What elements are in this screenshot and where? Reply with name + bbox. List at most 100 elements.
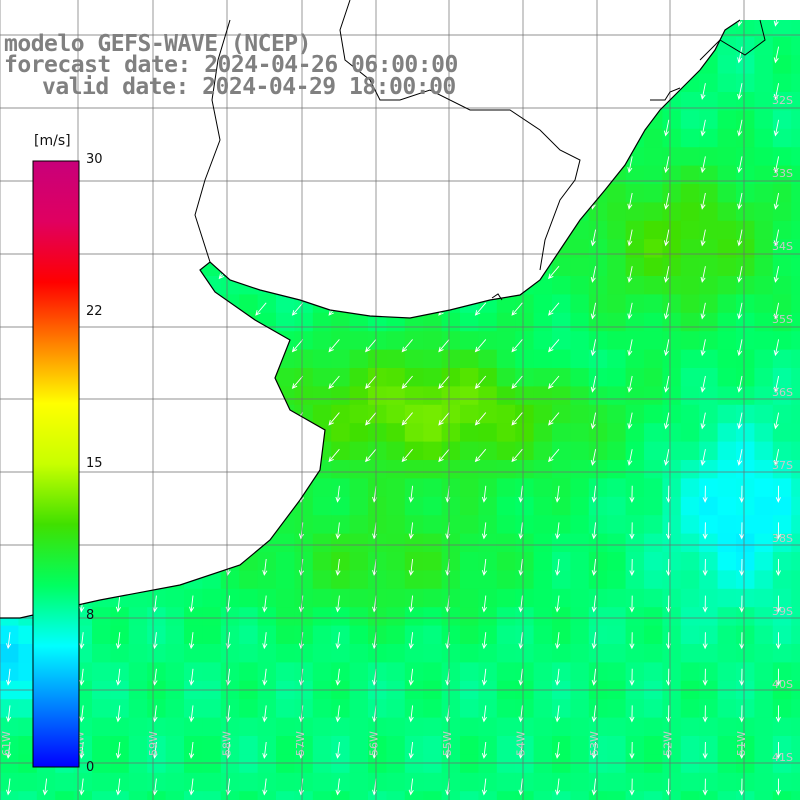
field-cell [588,294,608,314]
field-cell [147,625,167,645]
wind-arrow [773,339,780,357]
field-cell [441,496,461,516]
field-cell [184,588,203,608]
lat-label: 38S [772,532,793,545]
field-cell [312,644,332,663]
field-cell [736,202,755,222]
wind-arrow [775,668,781,686]
wind-arrow [518,778,524,796]
field-cell [368,791,387,800]
field-cell [220,662,240,682]
field-cell [312,699,332,719]
wind-arrow [152,705,158,723]
field-cell [220,644,240,663]
field-cell [404,644,424,663]
field-cell [625,404,645,424]
field-cell [791,55,800,75]
field-cell [257,791,277,800]
field-cell [625,331,645,351]
field-cell [128,717,148,737]
wind-arrow [291,339,304,353]
wind-arrow [555,632,561,650]
field-cell [441,570,461,590]
field-cell [607,423,627,443]
field-cell [662,220,682,240]
field-cell [552,588,571,608]
field-cell [680,791,700,800]
field-cell [552,331,571,351]
field-cell [717,662,737,682]
field-cell [754,202,774,222]
field-cell [404,772,424,792]
field-cell [312,625,332,645]
field-cell [570,791,590,800]
field-cell [680,441,700,461]
field-cell [239,607,259,627]
field-cell [717,441,737,461]
field-cell [552,257,571,277]
wind-arrow [438,339,450,353]
wind-arrow [663,412,670,430]
field-cell [496,460,516,479]
field-cell [220,772,240,792]
field-cell [460,588,479,608]
field-cell [607,220,627,240]
field-cell [460,331,479,351]
lon-label: 57W [294,731,307,756]
wind-arrow [737,449,743,466]
wind-arrow [548,448,560,463]
field-cell [754,312,774,332]
wind-arrow [663,339,670,357]
field-cell [478,515,498,535]
field-cell [496,772,516,792]
field-cell [662,441,682,461]
field-cell [165,588,185,608]
field-cell [680,460,700,479]
field-cell [736,662,755,682]
field-cell [220,754,240,774]
field-cell [607,294,627,314]
field-cell [699,220,719,240]
field-cell [496,552,516,571]
field-cell [791,625,800,645]
wind-arrow [737,20,743,27]
field-cell [680,662,700,682]
field-cell [662,552,682,571]
field-cell [220,699,240,719]
field-cell [607,404,627,424]
field-cell [404,460,424,479]
field-cell [736,570,755,590]
field-cell [662,478,682,498]
field-cell [533,772,553,792]
field-cell [662,791,682,800]
field-cell [736,607,755,627]
field-cell [644,165,663,185]
field-cell [404,478,424,498]
field-cell [423,386,443,406]
wind-arrow [328,448,340,463]
field-cell [92,662,111,682]
field-cell [699,772,719,792]
field-cell [368,404,387,424]
field-cell [607,331,627,351]
field-cell [570,699,590,719]
field-cell [276,791,295,800]
field-cell [552,625,571,645]
wind-arrow [255,302,267,316]
field-cell [552,368,571,387]
field-cell [699,165,719,185]
field-cell [331,754,351,774]
field-cell [239,791,259,800]
field-cell [368,662,387,682]
field-cell [496,791,516,800]
field-cell [662,699,682,719]
field-cell [404,717,424,737]
field-cell [368,588,387,608]
wind-arrow [700,412,706,430]
field-cell [460,552,479,571]
wind-arrow [548,412,560,426]
wind-arrow [629,522,635,540]
field-cell [368,699,387,719]
field-cell [478,496,498,516]
field-cell [570,533,590,553]
